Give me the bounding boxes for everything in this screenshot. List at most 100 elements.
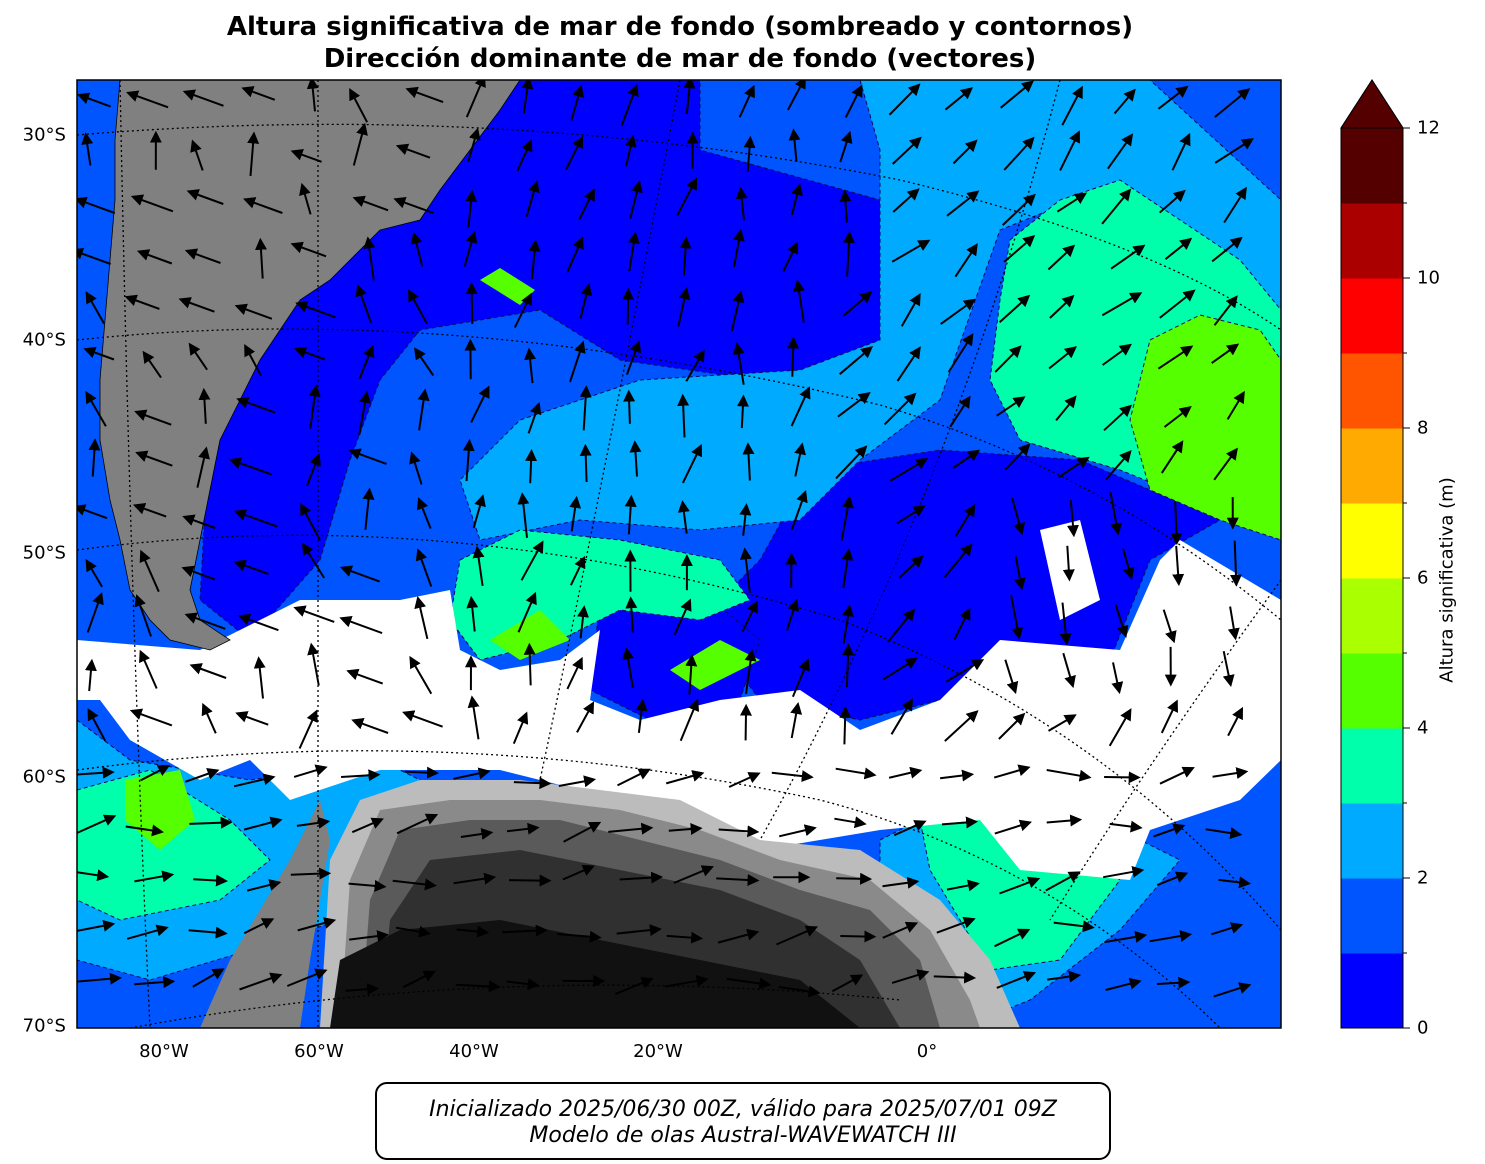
swell-vector bbox=[994, 819, 1032, 835]
swell-vector bbox=[1107, 133, 1134, 170]
swell-vector bbox=[790, 386, 811, 427]
swell-vector bbox=[936, 916, 976, 934]
swell-vector bbox=[625, 340, 642, 375]
swell-vector bbox=[243, 918, 275, 935]
swell-vector bbox=[1110, 244, 1146, 270]
south-america-land bbox=[99, 80, 521, 651]
swell-vector bbox=[616, 924, 662, 937]
swell-vector bbox=[1103, 865, 1145, 879]
swell-vector bbox=[244, 343, 262, 377]
swell-vector bbox=[947, 333, 974, 373]
swell-vector bbox=[1159, 766, 1195, 785]
swell-vector bbox=[290, 241, 327, 258]
swell-vector bbox=[408, 289, 428, 325]
swell-vector bbox=[77, 972, 122, 985]
swell-vector bbox=[793, 279, 805, 323]
swell-vector bbox=[1227, 606, 1240, 641]
colorbar-frame bbox=[1340, 79, 1404, 1029]
swell-vector bbox=[243, 816, 283, 831]
swell-vector bbox=[949, 395, 971, 428]
swell-vector bbox=[87, 707, 107, 742]
swell-vector bbox=[1212, 767, 1249, 780]
swell-vector bbox=[953, 607, 971, 641]
swell-vector bbox=[1211, 236, 1243, 263]
swell-vector bbox=[738, 84, 755, 118]
swell-vector bbox=[566, 236, 584, 273]
swell-vector bbox=[839, 130, 853, 163]
swell-vector bbox=[348, 879, 387, 892]
swell-vector bbox=[741, 600, 758, 632]
swell-vector bbox=[1004, 443, 1031, 471]
swell-vector bbox=[466, 595, 479, 632]
swell-vector bbox=[414, 596, 429, 640]
colorbar-segment bbox=[1341, 203, 1403, 279]
colorbar-tick-label: 6 bbox=[1417, 567, 1429, 589]
swell-vector bbox=[1046, 814, 1083, 827]
swell-vector bbox=[198, 387, 211, 424]
swell-vector bbox=[1058, 456, 1090, 478]
swell-vector bbox=[896, 346, 921, 382]
swell-vector bbox=[1108, 708, 1132, 747]
swell-vector bbox=[716, 874, 760, 886]
swell-vector bbox=[77, 196, 116, 215]
swell-vector bbox=[233, 559, 269, 576]
swell-vector bbox=[1002, 193, 1036, 226]
swell-vector bbox=[81, 132, 94, 166]
swell-vector bbox=[1101, 188, 1132, 225]
swell-vector bbox=[578, 188, 595, 220]
swell-vector bbox=[717, 928, 760, 944]
swell-vector bbox=[294, 346, 326, 361]
map-frame bbox=[76, 79, 1282, 1029]
map-subtitle: Dirección dominante de mar de fondo (vec… bbox=[323, 44, 1037, 74]
swell-vector bbox=[140, 765, 171, 782]
swell-vector bbox=[569, 340, 586, 383]
swell-vector bbox=[1047, 714, 1077, 732]
swell-vector bbox=[790, 183, 803, 216]
swell-vector bbox=[395, 925, 431, 938]
swell-vector bbox=[839, 705, 852, 745]
swell-vector bbox=[577, 605, 589, 639]
swell-vector bbox=[1003, 136, 1035, 171]
swell-vector bbox=[253, 656, 266, 699]
swell-vector bbox=[132, 503, 167, 518]
swell-vector bbox=[994, 345, 1022, 373]
swell-vector bbox=[882, 921, 919, 939]
swell-vector bbox=[453, 872, 497, 885]
swell-vector bbox=[629, 180, 643, 219]
swell-vector bbox=[1103, 404, 1133, 432]
swell-vector bbox=[614, 977, 654, 996]
swell-vector bbox=[1211, 343, 1240, 364]
swell-vector bbox=[790, 702, 803, 739]
swell-vector bbox=[1229, 540, 1242, 587]
swell-vector bbox=[302, 542, 326, 579]
swell-vector bbox=[677, 500, 690, 534]
swell-vector bbox=[410, 231, 424, 267]
swell-vector bbox=[524, 347, 537, 384]
swell-vector bbox=[739, 547, 752, 594]
swell-vector bbox=[237, 613, 279, 632]
swell-vector bbox=[298, 709, 318, 749]
swell-vector bbox=[622, 647, 634, 689]
swell-direction-vectors bbox=[77, 80, 1255, 998]
swell-vector bbox=[831, 974, 864, 993]
swell-vector bbox=[1226, 390, 1245, 420]
swell-vector bbox=[527, 401, 542, 434]
swell-vector bbox=[136, 249, 173, 265]
swell-vector bbox=[839, 189, 852, 223]
swell-vector bbox=[352, 195, 389, 212]
swell-vector bbox=[635, 698, 648, 734]
swell-vector bbox=[467, 695, 480, 740]
swell-vector bbox=[624, 494, 637, 535]
swell-vector bbox=[239, 972, 283, 991]
swell-vector bbox=[771, 770, 814, 783]
swell-vector bbox=[794, 442, 806, 477]
swell-vector bbox=[892, 136, 922, 165]
lon-label: 40°W bbox=[449, 1041, 499, 1062]
swell-vector bbox=[679, 236, 692, 276]
swell-vector bbox=[416, 497, 432, 529]
swell-vector bbox=[462, 438, 475, 482]
swell-vector bbox=[77, 248, 111, 265]
swell-vector bbox=[293, 605, 335, 623]
swell-vector bbox=[517, 492, 530, 538]
